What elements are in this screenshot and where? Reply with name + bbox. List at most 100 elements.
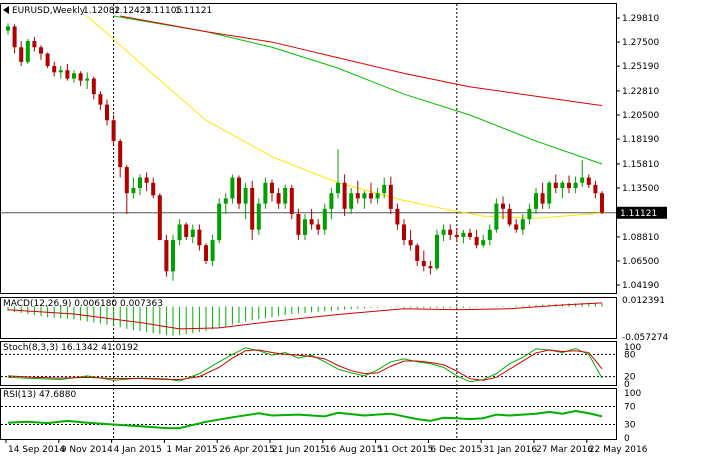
- candle: [494, 198, 499, 233]
- candle: [487, 224, 492, 246]
- candle: [276, 187, 281, 209]
- stoch-signal-line: [7, 349, 603, 381]
- symbol-marker-icon: [3, 6, 9, 14]
- candle-body: [72, 73, 76, 79]
- candle-body: [362, 193, 367, 199]
- candle-body: [547, 182, 552, 204]
- candle-body: [243, 187, 248, 204]
- candle: [342, 174, 347, 217]
- candle-body: [487, 229, 492, 241]
- candle-body: [52, 66, 57, 73]
- candle-body: [349, 193, 354, 209]
- candle-body: [600, 193, 604, 213]
- candle: [309, 208, 314, 230]
- candle: [124, 165, 129, 215]
- candle: [362, 191, 367, 209]
- candle-body: [369, 193, 373, 199]
- candle-body: [435, 234, 439, 269]
- stoch-tick-label: 100: [624, 343, 641, 353]
- candle: [593, 180, 598, 199]
- candle-body: [197, 229, 202, 246]
- candle-body: [230, 177, 235, 199]
- candle: [369, 182, 373, 204]
- candle-body: [448, 229, 453, 235]
- candle: [151, 177, 156, 199]
- candle-body: [210, 240, 215, 261]
- rsi-tick-label: 100: [624, 389, 641, 399]
- price-panel-frame: [0, 3, 617, 294]
- candle: [454, 228, 459, 243]
- candle: [303, 214, 307, 241]
- candle: [474, 229, 479, 249]
- candle: [157, 193, 162, 241]
- candle: [586, 174, 591, 188]
- candle-body: [144, 177, 149, 183]
- candle: [560, 180, 565, 199]
- candle-body: [540, 193, 545, 204]
- date-tick-label: 27 Mar 2016: [536, 445, 593, 455]
- candle: [534, 187, 538, 215]
- candle-body: [481, 240, 486, 246]
- candle-body: [428, 266, 433, 269]
- candle-body: [223, 198, 228, 204]
- candle-body: [25, 41, 30, 62]
- candle-body: [520, 219, 525, 230]
- candle: [382, 177, 387, 199]
- candle: [355, 180, 360, 204]
- candle-body: [171, 240, 175, 272]
- candle-body: [124, 167, 129, 194]
- candle: [435, 229, 439, 271]
- candle-body: [65, 70, 70, 79]
- candle: [547, 180, 552, 209]
- candle-body: [395, 208, 400, 225]
- candle-body: [567, 182, 571, 188]
- candle: [468, 228, 472, 241]
- stoch-tick-label: 0: [624, 380, 630, 390]
- price-tick-label: 1.18190: [622, 135, 659, 145]
- candle-body: [45, 53, 50, 67]
- candle: [375, 187, 380, 204]
- candle: [428, 260, 433, 275]
- candle: [237, 175, 241, 209]
- candle-body: [157, 195, 162, 241]
- candle: [118, 138, 123, 178]
- macd-tick-label: -0.057274: [622, 333, 668, 343]
- moving-average-red: [120, 15, 603, 107]
- candle-body: [19, 47, 24, 62]
- candle-body: [342, 182, 347, 209]
- candle: [448, 224, 453, 241]
- candle: [45, 52, 50, 69]
- candle: [296, 208, 301, 241]
- candle: [85, 72, 90, 89]
- macd-plot: 0.012391 -0.057274: [7, 296, 668, 343]
- price-tick-label: 1.15810: [622, 160, 659, 170]
- candle-body: [58, 70, 63, 73]
- rsi-label: RSI(13) 47.6880: [3, 390, 76, 400]
- moving-average-yellow: [86, 15, 603, 219]
- candle: [336, 149, 340, 199]
- current-price-label: 1.11121: [620, 209, 657, 219]
- candle-body: [296, 214, 301, 235]
- panel-labels: EURUSD,Weekly 1.12082 1.12423 1.11105 1.…: [3, 6, 212, 400]
- candle-body: [111, 120, 116, 142]
- price-tick-label: 1.06500: [622, 257, 659, 267]
- moving-averages: [86, 15, 603, 219]
- candle: [39, 45, 43, 60]
- candle-body: [322, 208, 327, 230]
- candle-body: [454, 234, 459, 237]
- candle-body: [131, 187, 136, 194]
- candle: [12, 24, 17, 54]
- candle-body: [270, 182, 274, 194]
- candle: [270, 179, 274, 202]
- candle: [322, 203, 327, 235]
- candle-body: [408, 240, 413, 246]
- candle: [210, 234, 215, 267]
- candle: [144, 172, 149, 192]
- candle: [190, 224, 195, 244]
- price-tick-label: 1.25190: [622, 62, 659, 72]
- candle-body: [560, 182, 565, 188]
- candle-body: [382, 184, 387, 194]
- candle-body: [276, 193, 281, 204]
